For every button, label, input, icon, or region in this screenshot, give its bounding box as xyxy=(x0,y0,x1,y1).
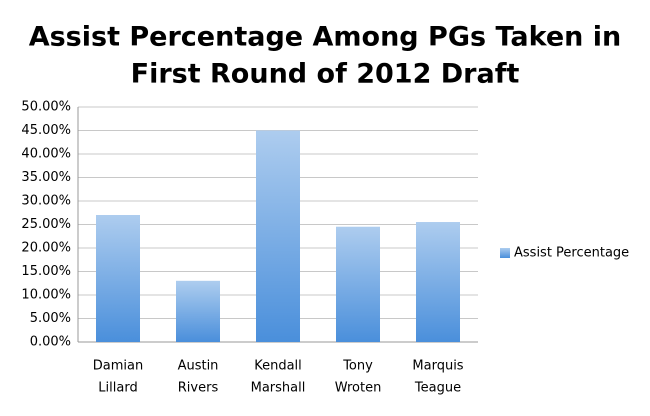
x-tick-label: Damian xyxy=(93,359,143,374)
x-tick-label: Wroten xyxy=(335,381,382,396)
y-tick-label: 50.00% xyxy=(21,100,71,115)
x-tick-label: Austin xyxy=(178,359,219,374)
y-tick-label: 30.00% xyxy=(21,194,71,209)
y-tick-label: 5.00% xyxy=(30,311,71,326)
y-tick-label: 10.00% xyxy=(21,288,71,303)
legend-swatch-shade xyxy=(500,248,510,258)
bar xyxy=(336,226,380,342)
x-tick-label: Kendall xyxy=(254,359,302,374)
bar xyxy=(176,280,220,342)
y-tick-label: 0.00% xyxy=(30,335,71,350)
x-tick-label: Marquis xyxy=(412,359,463,374)
y-tick-label: 40.00% xyxy=(21,147,71,162)
bar xyxy=(416,222,460,342)
y-tick-label: 20.00% xyxy=(21,241,71,256)
chart-title: First Round of 2012 Draft xyxy=(131,59,520,90)
x-tick-label: Teague xyxy=(414,381,461,396)
y-tick-label: 35.00% xyxy=(21,170,71,185)
x-tick-label: Lillard xyxy=(98,381,137,396)
bar xyxy=(96,215,140,342)
x-tick-label: Tony xyxy=(342,359,373,374)
y-tick-label: 15.00% xyxy=(21,264,71,279)
x-tick-label: Marshall xyxy=(251,381,306,396)
x-tick-label: Rivers xyxy=(178,381,219,396)
y-tick-label: 45.00% xyxy=(21,123,71,138)
bar xyxy=(256,130,300,342)
chart-title: Assist Percentage Among PGs Taken in xyxy=(29,22,622,53)
y-tick-label: 25.00% xyxy=(21,217,71,232)
legend-label: Assist Percentage xyxy=(514,246,629,261)
